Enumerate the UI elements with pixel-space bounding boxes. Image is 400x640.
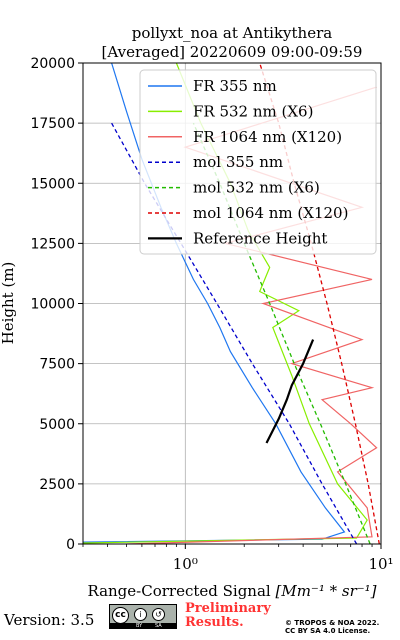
legend-entry: Reference Height	[193, 229, 327, 247]
copyright-line-1: © TROPOS & NOA 2022.	[285, 619, 380, 627]
sa-icon: ↺	[152, 608, 165, 621]
legend-entry: mol 355 nm	[193, 153, 283, 171]
legend-entry: FR 355 nm	[193, 77, 277, 95]
cc-icon: cc	[112, 607, 129, 624]
y-tick-label: 2500	[39, 477, 75, 493]
axis-ticks: 0 2500 5000 7500 10000 12500 15000 17500 20000 10…	[30, 56, 393, 573]
y-tick-label: 17500	[30, 116, 75, 132]
x-tick-label: 10⁰	[173, 555, 198, 573]
y-tick-label: 10000	[30, 297, 75, 313]
y-tick-label: 20000	[30, 56, 75, 72]
preliminary-notice: Preliminary Results.	[185, 602, 271, 630]
legend-box	[139, 69, 377, 255]
legend-entry: FR 1064 nm (X120)	[193, 128, 342, 146]
by-icon: i	[134, 608, 147, 621]
copyright-line-2: CC BY SA 4.0 License.	[285, 627, 371, 635]
cc-by-text: BY	[136, 623, 143, 629]
y-tick-label: 0	[66, 537, 75, 553]
x-axis-label-unit: [Mm⁻¹ * sr⁻¹]	[275, 582, 376, 600]
y-tick-label: 12500	[30, 236, 75, 252]
chart-subtitle: [Averaged] 20220609 09:00-09:59	[102, 43, 363, 61]
legend-entry: FR 532 nm (X6)	[193, 102, 313, 120]
preliminary-line-2: Results.	[185, 615, 244, 630]
x-axis-label-prefix: Range-Corrected Signal	[87, 582, 275, 600]
cc-badge-strip	[110, 623, 176, 629]
x-axis-label: Range-Corrected Signal [Mm⁻¹ * sr⁻¹]	[87, 582, 376, 600]
chart-title: pollyxt_noa at Antikythera	[132, 24, 332, 42]
copyright-notice: © TROPOS & NOA 2022. CC BY SA 4.0 Licens…	[285, 619, 379, 635]
legend-entry: mol 1064 nm (X120)	[193, 204, 348, 222]
x-tick-label: 10¹	[368, 555, 393, 573]
cc-license-badge[interactable]: cc i ↺ BY SA	[109, 604, 177, 629]
version-label: Version: 3.5	[4, 611, 95, 629]
profile-chart: pollyxt_noa at Antikythera [Averaged] 20…	[0, 24, 394, 600]
series-line-5	[259, 63, 380, 544]
legend: FR 355 nm FR 532 nm (X6) FR 1064 nm (X120)…	[139, 69, 377, 255]
y-axis-label: Height (m)	[0, 262, 17, 345]
series-line-6	[265, 339, 315, 444]
preliminary-line-1: Preliminary	[185, 601, 271, 616]
y-tick-label: 15000	[30, 176, 75, 192]
y-tick-label: 5000	[39, 417, 75, 433]
y-tick-label: 7500	[39, 357, 75, 373]
cc-sa-text: SA	[155, 623, 162, 629]
legend-entry: mol 532 nm (X6)	[193, 179, 320, 197]
